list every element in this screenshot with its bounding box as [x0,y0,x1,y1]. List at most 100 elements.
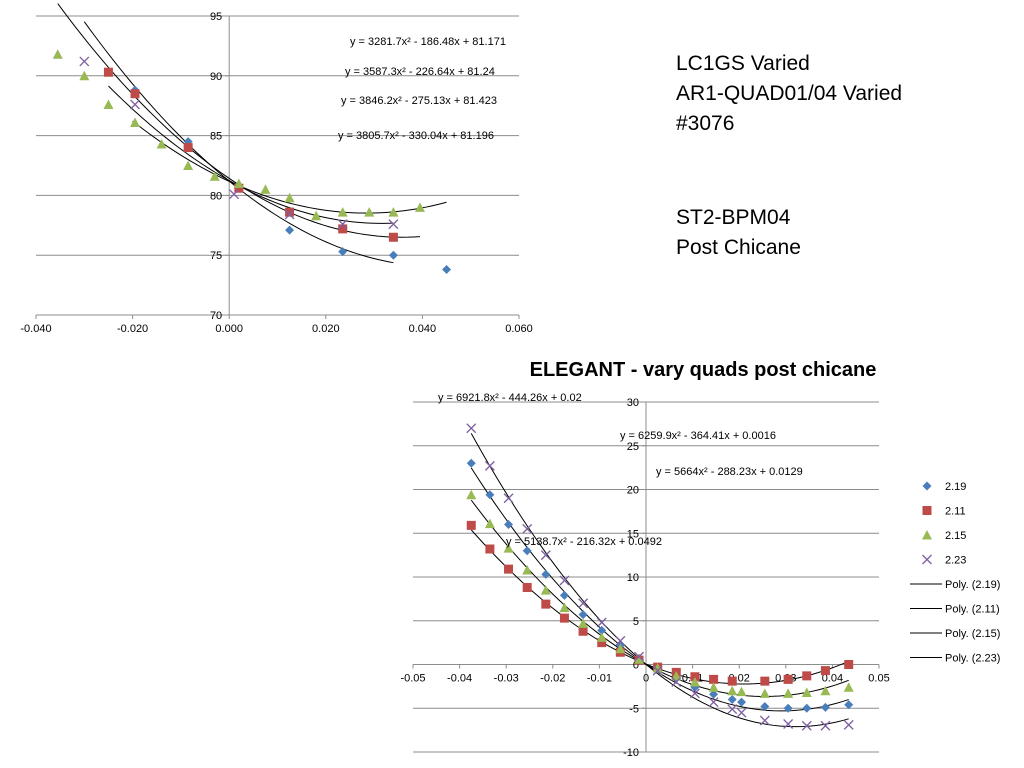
legend: 2.19 2.11 2.15 2.23 Poly. (2.19) Poly. (2.11)… [910,481,1000,665]
data-point [540,585,551,595]
data-point [820,666,830,676]
y-tick-label: 10 [627,572,639,584]
y-tick-label: 0 [633,660,639,672]
data-point [597,638,607,648]
data-point [442,265,452,275]
data-point [783,719,794,729]
data-point [820,685,831,696]
x-tick-label: 0.060 [505,323,533,335]
data-point [183,160,194,170]
data-point [522,565,533,575]
data-point [103,67,113,77]
data-point [388,250,398,260]
data-point [466,423,477,434]
data-point [466,520,476,530]
data-point [727,676,737,686]
trendline-equation: y = 3587.3x² - 226.64x + 81.24 [345,66,495,78]
trendline-equation: y = 3805.7x² - 330.04x + 81.196 [338,130,494,142]
y-tick-label: 70 [210,310,222,322]
series-1 [130,85,452,275]
data-point [388,219,399,230]
data-point [130,99,140,110]
data-point [503,543,514,553]
trendline-equation: y = 5138.7x² - 216.32x + 0.0492 [506,536,662,548]
data-point [311,210,322,221]
data-point [689,688,700,699]
data-point [671,670,682,681]
series-4 [466,423,854,731]
trendline-equation: y = 3281.7x² - 186.48x + 81.171 [350,36,506,48]
y-tick-label: 75 [210,250,222,262]
x-tick-label: 0 [643,673,649,685]
data-point [522,546,532,556]
legend-label: 2.23 [945,555,966,567]
data-point [522,583,532,592]
note-line-2: AR1-QUAD01/04 Varied [676,82,903,105]
data-point [466,458,476,468]
note-line-3: #3076 [676,112,735,135]
x-tick-label: -0.01 [587,673,612,685]
data-point [690,672,700,682]
data-point [615,635,626,646]
data-point [79,56,90,67]
y-tick-label: 20 [627,485,639,497]
data-point [414,202,425,212]
data-point [388,232,398,242]
data-point [783,688,794,698]
data-point [709,689,719,699]
data-point [708,682,719,692]
data-point [485,544,495,554]
data-point [736,686,747,697]
data-point [759,715,770,726]
x-tick-label: -0.02 [540,673,565,685]
data-point [844,660,854,669]
note-line-5: Post Chicane [676,236,801,259]
chart-2: -0.05-0.04-0.03-0.02-0.0100.010.020.030.… [400,359,1000,759]
data-point [727,695,737,704]
data-point [337,207,348,217]
data-point [338,224,348,234]
data-point [596,632,607,642]
data-point [801,687,812,697]
y-tick-label: 90 [210,71,222,83]
data-point [783,703,793,713]
x-tick-label: -0.03 [494,673,519,685]
data-point [843,719,854,730]
legend-label: Poly. (2.19) [945,579,1000,591]
data-point [484,518,495,529]
y-tick-label: 5 [633,616,639,628]
data-point [284,192,295,203]
data-point [183,143,193,153]
data-point [541,569,551,579]
note-line-1: LC1GS Varied [676,52,810,75]
x-tick-label: 0.000 [215,323,243,335]
data-point [285,225,295,235]
y-tick-label: 15 [627,528,639,540]
data-point [736,707,747,718]
data-point [540,550,551,561]
data-point [559,602,570,613]
x-tick-label: 0.05 [868,673,889,685]
data-point [844,700,854,710]
y-tick-label: -10 [623,747,639,759]
x-tick-label: -0.020 [117,323,148,335]
data-point [634,654,645,664]
data-point [337,219,348,230]
data-point [503,493,514,504]
data-point [820,720,831,731]
data-point [652,665,663,676]
x-tick-label: -0.040 [20,323,51,335]
data-point [156,138,167,149]
data-point [671,677,682,687]
series-4 [79,56,399,230]
data-point [233,178,244,188]
legend-marker [922,530,932,540]
data-point [484,460,495,471]
data-point [103,99,114,110]
data-point [260,184,271,194]
legend-marker [922,554,932,565]
y-tick-label: 95 [210,11,222,23]
data-point [596,617,607,628]
trendline-equation: y = 6259.9x² - 364.41x + 0.0016 [620,430,776,442]
